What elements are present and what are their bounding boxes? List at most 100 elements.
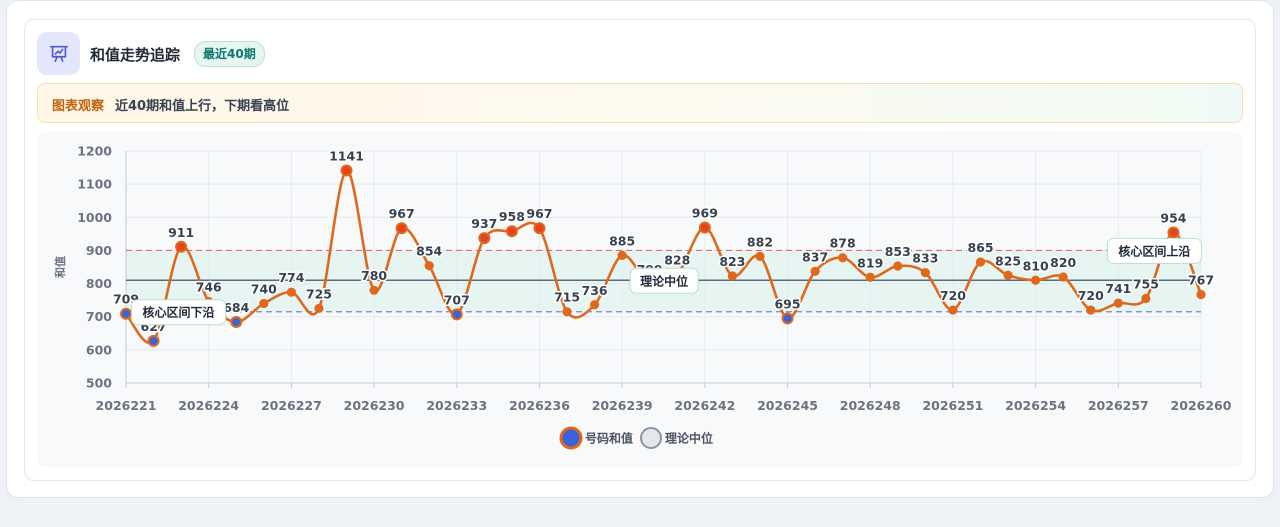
data-point (1003, 270, 1013, 280)
x-tick-label: 2026224 (178, 398, 239, 413)
x-tick-label: 2026221 (96, 398, 157, 413)
data-label: 741 (1105, 281, 1131, 296)
x-tick-label: 2026248 (840, 398, 901, 413)
x-tick-label: 2026257 (1088, 398, 1149, 413)
x-tick-label: 2026251 (922, 398, 983, 413)
data-label: 810 (1023, 258, 1049, 273)
data-label: 1141 (329, 149, 364, 164)
data-label: 958 (499, 209, 525, 224)
data-point (781, 312, 794, 325)
x-tick-label: 2026233 (426, 398, 487, 413)
data-label: 755 (1133, 276, 1159, 291)
data-label: 865 (967, 240, 993, 255)
data-label: 767 (1188, 273, 1214, 288)
data-point (920, 268, 930, 278)
data-label: 911 (168, 225, 194, 240)
y-tick-label: 600 (86, 342, 112, 357)
x-tick-label: 2026242 (674, 398, 735, 413)
x-tick-label: 2026260 (1171, 398, 1232, 413)
legend-marker-sum (559, 426, 583, 450)
data-label: 774 (278, 270, 304, 285)
x-tick-label: 2026230 (344, 398, 405, 413)
data-point (314, 303, 324, 314)
y-tick-label: 1000 (77, 210, 112, 225)
observation-banner: 图表观察 近40期和值上行，下期看高位 (37, 83, 1243, 123)
data-label: 819 (857, 255, 883, 270)
annotation-label: 核心区间下沿 (143, 305, 215, 320)
y-tick-label: 500 (86, 376, 112, 391)
data-point (865, 272, 875, 282)
annotation-box (629, 267, 699, 294)
data-label: 833 (912, 251, 938, 266)
data-point (810, 266, 820, 276)
data-label: 725 (306, 286, 332, 301)
data-point (1196, 289, 1206, 300)
data-point (369, 285, 379, 295)
data-point (1141, 293, 1151, 304)
data-label: 825 (995, 253, 1021, 268)
data-point (562, 307, 572, 317)
data-point (340, 164, 353, 177)
data-label: 707 (444, 292, 470, 307)
chart-title: 和值走势追踪 (90, 46, 181, 64)
data-point (505, 225, 518, 238)
data-point (395, 222, 408, 235)
observation-tag: 图表观察 (52, 99, 105, 114)
data-point (1058, 272, 1068, 282)
data-point (948, 305, 958, 315)
x-tick-label: 2026227 (261, 398, 322, 413)
y-tick-label: 800 (86, 276, 112, 291)
x-tick-label: 2026236 (509, 398, 570, 413)
data-label: 695 (774, 296, 800, 311)
y-axis-title: 和值 (53, 256, 67, 278)
data-point (727, 271, 738, 281)
data-point (259, 298, 269, 309)
data-point (1113, 298, 1123, 308)
presentation-chart-icon (37, 32, 80, 75)
data-label: 854 (416, 244, 442, 259)
data-label: 820 (1050, 255, 1076, 270)
data-label: 967 (389, 206, 415, 221)
data-point (424, 261, 434, 271)
data-point (1167, 226, 1180, 239)
annotation-box (131, 299, 227, 326)
data-label: 885 (609, 233, 635, 248)
period-badge: 最近40期 (194, 41, 265, 67)
data-label: 969 (692, 206, 718, 221)
x-tick-label: 2026239 (592, 398, 653, 413)
data-label: 954 (1160, 211, 1186, 226)
y-tick-label: 1200 (77, 144, 112, 159)
data-label: 878 (830, 236, 856, 251)
annotation-label: 理论中位 (640, 273, 688, 288)
y-tick-label: 900 (86, 243, 112, 258)
legend-marker-median (640, 427, 662, 449)
data-point (478, 232, 491, 245)
data-point (120, 307, 132, 320)
data-label: 780 (361, 268, 387, 283)
data-point (617, 250, 627, 260)
data-label: 684 (223, 300, 249, 315)
observation-text: 近40期和值上行，下期看高位 (115, 99, 290, 114)
data-point (450, 308, 463, 321)
data-label: 746 (196, 279, 222, 294)
annotation-label: 核心区间上沿 (1118, 243, 1190, 258)
data-point (533, 222, 546, 235)
legend-label-median: 理论中位 (665, 431, 713, 446)
data-label: 720 (940, 288, 966, 303)
data-label: 740 (251, 281, 277, 296)
data-point (147, 334, 160, 347)
data-point (230, 316, 243, 329)
x-tick-label: 2026254 (1005, 398, 1066, 413)
data-point (1086, 305, 1096, 315)
data-label: 853 (885, 244, 911, 259)
data-point (755, 251, 765, 261)
data-point (589, 300, 600, 310)
data-label: 823 (719, 254, 745, 269)
data-point (175, 240, 188, 253)
data-label: 720 (1078, 288, 1104, 303)
x-tick-label: 2026245 (757, 398, 818, 413)
data-point (1031, 275, 1041, 285)
data-label: 837 (802, 249, 828, 264)
y-tick-label: 700 (86, 309, 112, 324)
